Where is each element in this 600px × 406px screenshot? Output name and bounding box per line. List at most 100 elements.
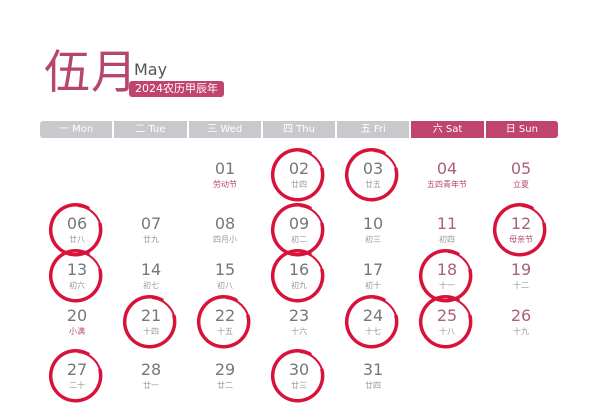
lunar-date: 廿三 bbox=[291, 381, 307, 390]
calendar-day[interactable]: 08 四月小 bbox=[188, 215, 262, 245]
calendar-day[interactable]: 10 初三 bbox=[336, 215, 410, 245]
calendar-day[interactable]: 01 劳动节 bbox=[188, 160, 262, 190]
weekday-header-cell: 五 Fri bbox=[337, 121, 410, 138]
lunar-date: 初六 bbox=[69, 281, 85, 290]
lunar-date: 五四青年节 bbox=[427, 180, 467, 189]
day-number: 30 bbox=[288, 360, 310, 379]
calendar-day[interactable]: 13 初六 bbox=[40, 249, 114, 303]
day-number: 21 bbox=[140, 306, 162, 325]
lunar-date: 廿四 bbox=[365, 381, 381, 390]
day-number: 07 bbox=[140, 214, 162, 233]
calendar-day[interactable]: 21 十四 bbox=[114, 295, 188, 349]
calendar-day[interactable]: 30 廿三 bbox=[262, 349, 336, 403]
calendar-day[interactable]: 05 立夏 bbox=[484, 160, 558, 190]
calendar-day[interactable]: 14 初七 bbox=[114, 261, 188, 291]
day-number: 01 bbox=[214, 159, 236, 178]
calendar-day[interactable]: 06 廿八 bbox=[40, 203, 114, 257]
weekday-header-cell: 三 Wed bbox=[188, 121, 261, 138]
calendar-day[interactable]: 17 初十 bbox=[336, 261, 410, 291]
lunar-date: 廿四 bbox=[291, 180, 307, 189]
day-number: 10 bbox=[362, 214, 384, 233]
day-number: 04 bbox=[436, 159, 458, 178]
lunar-date: 廿五 bbox=[365, 180, 381, 189]
lunar-date: 十六 bbox=[291, 327, 307, 336]
lunar-date: 十二 bbox=[513, 281, 529, 290]
calendar-day[interactable]: 25 十八 bbox=[410, 295, 484, 349]
day-number: 02 bbox=[288, 159, 310, 178]
lunar-date: 初二 bbox=[291, 235, 307, 244]
day-number: 09 bbox=[288, 214, 310, 233]
day-number: 25 bbox=[436, 306, 458, 325]
lunar-date: 廿二 bbox=[217, 381, 233, 390]
calendar-day[interactable]: 18 十一 bbox=[410, 249, 484, 303]
weekday-header-cell: 六 Sat bbox=[411, 121, 484, 138]
lunar-date: 初三 bbox=[365, 235, 381, 244]
calendar-day[interactable]: 09 初二 bbox=[262, 203, 336, 257]
weekday-header: 一 Mon 二 Tue 三 Wed 四 Thu 五 Fri 六 Sat 日 Sun bbox=[40, 121, 558, 138]
lunar-date: 十九 bbox=[513, 327, 529, 336]
day-number: 29 bbox=[214, 360, 236, 379]
day-number: 03 bbox=[362, 159, 384, 178]
calendar-day[interactable]: 04 五四青年节 bbox=[410, 160, 484, 190]
day-number: 26 bbox=[510, 306, 532, 325]
lunar-date: 十八 bbox=[439, 327, 455, 336]
lunar-date: 劳动节 bbox=[213, 180, 237, 189]
calendar-day[interactable]: 28 廿一 bbox=[114, 361, 188, 391]
calendar-day[interactable]: 03 廿五 bbox=[336, 148, 410, 202]
calendar-day[interactable]: 27 二十 bbox=[40, 349, 114, 403]
lunar-date: 立夏 bbox=[513, 180, 529, 189]
day-number: 12 bbox=[510, 214, 532, 233]
lunar-date: 十四 bbox=[143, 327, 159, 336]
weekday-header-cell: 二 Tue bbox=[114, 121, 187, 138]
calendar-day[interactable]: 22 十五 bbox=[188, 295, 262, 349]
calendar-day[interactable]: 07 廿九 bbox=[114, 215, 188, 245]
day-number: 11 bbox=[436, 214, 458, 233]
lunar-date: 四月小 bbox=[213, 235, 237, 244]
lunar-date: 廿九 bbox=[143, 235, 159, 244]
calendar-day[interactable]: 23 十六 bbox=[262, 307, 336, 337]
calendar-day[interactable]: 15 初八 bbox=[188, 261, 262, 291]
lunar-date: 母亲节 bbox=[509, 235, 533, 244]
day-number: 20 bbox=[66, 306, 88, 325]
weekday-header-cell: 四 Thu bbox=[262, 121, 336, 138]
calendar-day[interactable]: 11 初四 bbox=[410, 215, 484, 245]
calendar-day[interactable]: 24 十七 bbox=[336, 295, 410, 349]
lunar-date: 初七 bbox=[143, 281, 159, 290]
lunar-date: 初十 bbox=[365, 281, 381, 290]
day-number: 19 bbox=[510, 260, 532, 279]
lunar-date: 十一 bbox=[439, 281, 455, 290]
day-number: 14 bbox=[140, 260, 162, 279]
day-number: 16 bbox=[288, 260, 310, 279]
day-number: 06 bbox=[66, 214, 88, 233]
day-number: 28 bbox=[140, 360, 162, 379]
day-number: 15 bbox=[214, 260, 236, 279]
calendar-day[interactable]: 02 廿四 bbox=[262, 148, 336, 202]
day-number: 27 bbox=[66, 360, 88, 379]
day-number: 22 bbox=[214, 306, 236, 325]
lunar-date: 廿一 bbox=[143, 381, 159, 390]
lunar-year-badge: 2024农历甲辰年 bbox=[129, 81, 224, 97]
weekday-header-cell: 日 Sun bbox=[485, 121, 558, 138]
calendar-day[interactable]: 26 十九 bbox=[484, 307, 558, 337]
calendar-day[interactable]: 12 母亲节 bbox=[484, 203, 558, 257]
calendar-day[interactable]: 20 小满 bbox=[40, 307, 114, 337]
calendar-day[interactable]: 31 廿四 bbox=[336, 361, 410, 391]
lunar-date: 初八 bbox=[217, 281, 233, 290]
lunar-date: 小满 bbox=[69, 327, 85, 336]
lunar-date: 廿八 bbox=[69, 235, 85, 244]
lunar-date: 十七 bbox=[365, 327, 381, 336]
day-number: 05 bbox=[510, 159, 532, 178]
day-number: 23 bbox=[288, 306, 310, 325]
lunar-date: 二十 bbox=[69, 381, 85, 390]
day-number: 31 bbox=[362, 360, 384, 379]
weekday-header-cell: 一 Mon bbox=[40, 121, 113, 138]
month-title-english: May bbox=[134, 60, 168, 79]
lunar-date: 十五 bbox=[217, 327, 233, 336]
calendar-day[interactable]: 16 初九 bbox=[262, 249, 336, 303]
month-title-chinese: 伍月 bbox=[44, 45, 138, 99]
day-number: 17 bbox=[362, 260, 384, 279]
lunar-date: 初四 bbox=[439, 235, 455, 244]
calendar-day[interactable]: 29 廿二 bbox=[188, 361, 262, 391]
calendar-day[interactable]: 19 十二 bbox=[484, 261, 558, 291]
lunar-date: 初九 bbox=[291, 281, 307, 290]
